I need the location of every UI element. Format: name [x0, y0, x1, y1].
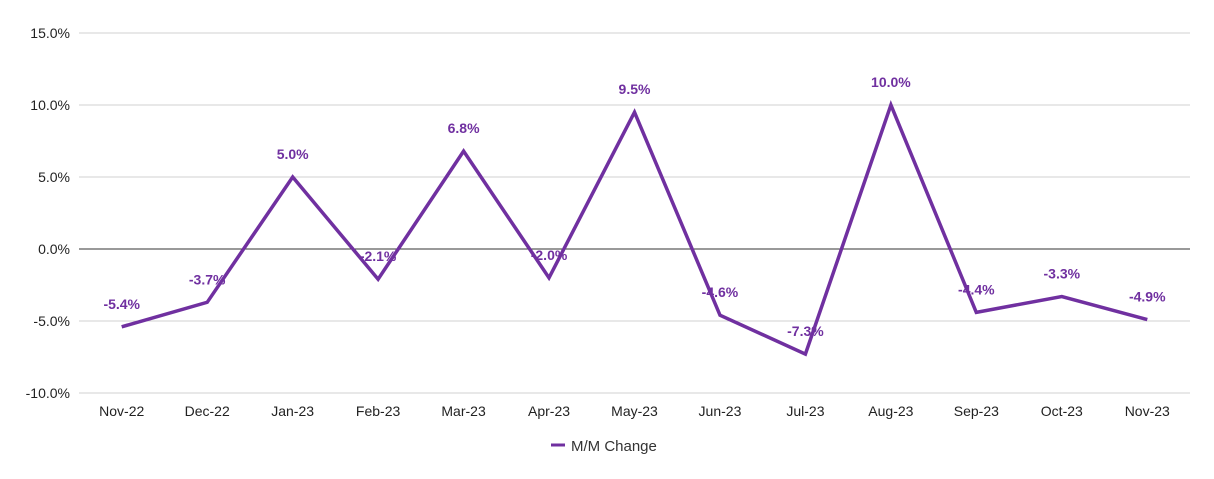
series-lines	[121, 100, 1148, 357]
x-tick-label: Dec-22	[185, 403, 230, 419]
data-label: -4.6%	[702, 284, 739, 300]
y-tick-label: 5.0%	[38, 169, 70, 185]
x-tick-label: Nov-22	[99, 403, 144, 419]
data-label: -4.4%	[958, 281, 995, 297]
x-tick-label: May-23	[611, 403, 658, 419]
x-tick-label: Jan-23	[271, 403, 314, 419]
x-tick-label: Aug-23	[868, 403, 913, 419]
x-tick-label: Feb-23	[356, 403, 401, 419]
data-label: 9.5%	[619, 81, 651, 97]
y-tick-label: 10.0%	[30, 97, 70, 113]
y-tick-label: 15.0%	[30, 25, 70, 41]
data-label: -2.1%	[360, 248, 397, 264]
data-label: -7.3%	[787, 323, 824, 339]
x-tick-label: Apr-23	[528, 403, 570, 419]
y-tick-label: -5.0%	[33, 313, 70, 329]
data-labels: -5.4% -3.7% 5.0% -2.1% 6.8% -2.0% 9.5% -4.6% -7.…	[103, 74, 1166, 339]
grid-lines	[79, 32, 1190, 394]
x-tick-label: Oct-23	[1041, 403, 1083, 419]
data-label: -2.0%	[531, 247, 568, 263]
data-label: 5.0%	[277, 146, 309, 162]
data-label: -5.4%	[103, 296, 140, 312]
x-tick-label: Jul-23	[786, 403, 824, 419]
x-tick-label: Nov-23	[1125, 403, 1170, 419]
legend: M/M Change	[551, 438, 657, 455]
y-tick-label: -10.0%	[26, 385, 70, 401]
legend-label-m-m-change: M/M Change	[571, 438, 657, 455]
x-tick-label: Sep-23	[954, 403, 999, 419]
series-line-m-m-change	[121, 100, 1148, 357]
data-label: 6.8%	[448, 120, 480, 136]
y-tick-label: 0.0%	[38, 241, 70, 257]
data-label: -4.9%	[1129, 289, 1166, 305]
x-tick-label: Mar-23	[441, 403, 486, 419]
data-label: 10.0%	[871, 74, 911, 90]
data-label: -3.7%	[189, 271, 226, 287]
x-axis-tick-labels: Nov-22 Dec-22 Jan-23 Feb-23 Mar-23 Apr-23 May-…	[99, 403, 1170, 419]
x-tick-label: Jun-23	[699, 403, 742, 419]
data-label: -3.3%	[1044, 266, 1081, 282]
y-axis-tick-labels: 15.0% 10.0% 5.0% 0.0% -5.0% -10.0%	[26, 25, 70, 401]
